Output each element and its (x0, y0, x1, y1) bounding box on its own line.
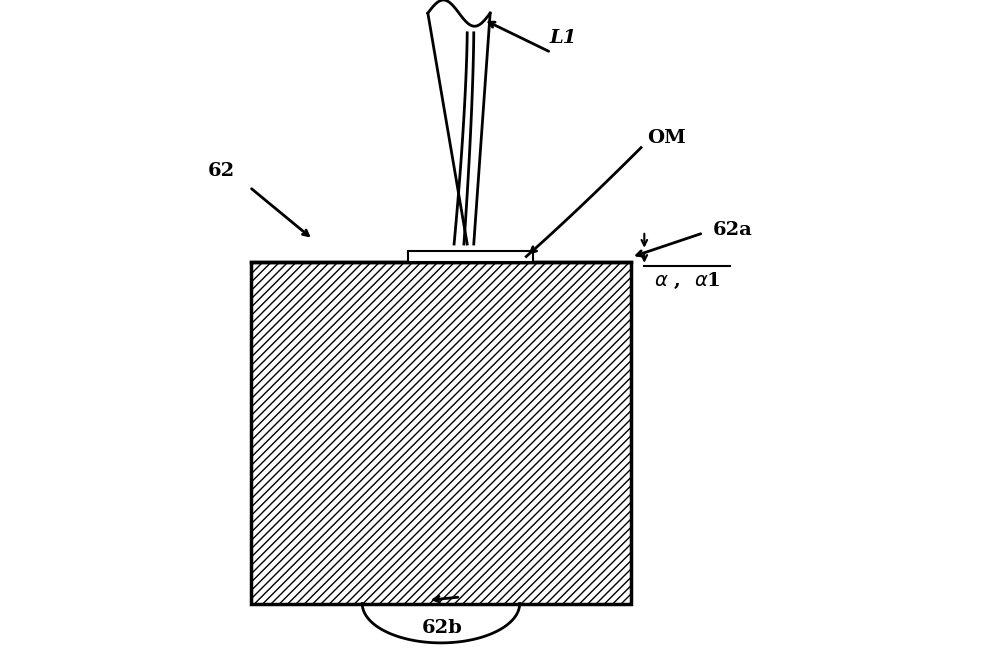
Text: 62: 62 (208, 161, 235, 180)
Text: $\alpha$ ,  $\alpha$1: $\alpha$ , $\alpha$1 (654, 271, 721, 291)
Text: 62a: 62a (713, 220, 753, 239)
Text: 62b: 62b (421, 619, 462, 637)
Text: OM: OM (648, 129, 686, 147)
Text: L1: L1 (549, 29, 577, 47)
Bar (251, 262, 631, 604)
Bar (408, 251, 533, 262)
